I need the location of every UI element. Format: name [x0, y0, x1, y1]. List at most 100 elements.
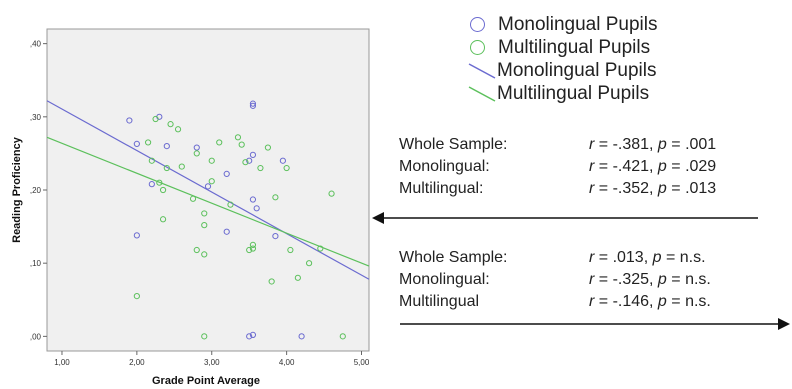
- y-tick-label: ,10: [30, 259, 42, 268]
- data-point: [193, 144, 200, 151]
- data-point: [253, 205, 260, 212]
- data-point: [234, 134, 242, 141]
- x-tick-label: 5,00: [354, 358, 370, 367]
- legend-label: Multilingual Pupils: [497, 83, 650, 104]
- stats-label: Multilingual: [399, 293, 480, 310]
- stats-row: Multilingual r = -.146, p = n.s.: [399, 293, 779, 315]
- data-point: [178, 163, 185, 170]
- stats-value: r = .013, p = n.s.: [589, 249, 706, 266]
- y-axis-label: Reading Proficiency: [11, 136, 23, 243]
- axes: 1,00 2,00 3,00 4,00 5,00 ,00 ,10 ,20 ,30 ,40: [30, 40, 370, 367]
- stats-label: Monolingual:: [399, 271, 490, 288]
- stats-value: r = -.421, p = .029: [589, 158, 717, 175]
- data-point: [242, 159, 249, 166]
- data-point: [201, 251, 208, 258]
- stats-value: r = -.325, p = n.s.: [589, 271, 711, 288]
- stats-label: Whole Sample:: [399, 136, 508, 153]
- data-point: [328, 190, 335, 197]
- data-point: [339, 333, 346, 340]
- data-point: [201, 333, 208, 340]
- data-point: [249, 196, 257, 203]
- stats-label: Monolingual:: [399, 158, 490, 175]
- legend-label: Multilingual Pupils: [498, 37, 651, 58]
- data-point: [249, 151, 257, 158]
- data-point: [287, 246, 294, 254]
- data-point: [133, 232, 140, 239]
- data-point: [257, 164, 264, 172]
- x-tick-label: 2,00: [129, 358, 145, 367]
- data-point: [246, 333, 253, 340]
- legend-circle-icon: [470, 40, 485, 55]
- data-point: [298, 333, 305, 340]
- data-point: [305, 260, 313, 267]
- left-arrow: [372, 212, 758, 224]
- data-point: [193, 150, 200, 157]
- right-arrow: [400, 318, 790, 330]
- data-point: [279, 157, 286, 164]
- data-point: [144, 139, 152, 146]
- data-point: [159, 216, 167, 223]
- legend-label: Monolingual Pupils: [498, 14, 658, 35]
- data-point: [193, 246, 200, 254]
- data-point: [272, 194, 279, 201]
- data-point: [249, 331, 257, 338]
- data-point: [317, 245, 324, 252]
- legend-label: Monolingual Pupils: [497, 60, 657, 81]
- data-point: [264, 144, 272, 151]
- data-point: [189, 195, 197, 202]
- data-point: [148, 181, 155, 188]
- stats-value: r = -.146, p = n.s.: [589, 293, 711, 310]
- data-point: [208, 178, 215, 185]
- stats-row: Multilingual: r = -.352, p = .013: [399, 180, 779, 202]
- data-point: [163, 164, 170, 172]
- data-point: [283, 164, 290, 172]
- data-point: [223, 228, 230, 235]
- data-point: [249, 241, 257, 248]
- data-point: [152, 115, 159, 123]
- stats-value: r = -.381, p = .001: [589, 136, 717, 153]
- data-point: [156, 179, 163, 186]
- data-point: [204, 183, 212, 190]
- data-point: [294, 274, 301, 281]
- data-point: [201, 222, 208, 229]
- scatter-plot: 1,00 2,00 3,00 4,00 5,00 ,00 ,10 ,20 ,30 ,40 Grad…: [11, 28, 370, 387]
- data-point: [174, 126, 182, 133]
- legend-line-icon: [468, 62, 496, 87]
- data-point: [208, 157, 215, 164]
- data-point: [249, 102, 257, 109]
- stats-bottom-block: Whole Sample: r = .013, p = n.s. Monolingu…: [399, 249, 779, 315]
- fit-lines: [46, 100, 370, 280]
- data-point: [159, 186, 167, 194]
- stats-row: Whole Sample: r = -.381, p = .001: [399, 136, 779, 158]
- data-point: [163, 142, 170, 150]
- data-point: [238, 141, 245, 148]
- data-point: [249, 245, 257, 252]
- data-point: [246, 157, 253, 164]
- data-point: [216, 139, 223, 146]
- stats-row: Monolingual: r = -.325, p = n.s.: [399, 271, 779, 293]
- data-point: [249, 100, 257, 107]
- y-tick-label: ,00: [30, 332, 42, 341]
- x-tick-label: 3,00: [204, 358, 220, 367]
- fit-line: [46, 136, 370, 267]
- y-tick-label: ,30: [30, 113, 42, 122]
- legend-line-icon: [468, 85, 496, 110]
- data-point: [167, 121, 174, 128]
- y-tick-label: ,20: [30, 186, 42, 195]
- data-point: [268, 278, 275, 285]
- stats-top-block: Whole Sample: r = -.381, p = .001 Monoling…: [399, 136, 779, 202]
- legend-circle-icon: [470, 17, 485, 32]
- y-tick-label: ,40: [30, 40, 42, 49]
- x-axis-label: Grade Point Average: [152, 375, 260, 387]
- stats-label: Whole Sample:: [399, 249, 508, 266]
- fit-line: [46, 100, 370, 280]
- data-point: [201, 210, 208, 217]
- stats-value: r = -.352, p = .013: [589, 180, 717, 197]
- data-point: [272, 233, 279, 240]
- data-point: [148, 157, 155, 164]
- data-point: [227, 201, 234, 208]
- data-point: [133, 140, 140, 147]
- x-tick-label: 4,00: [279, 358, 295, 367]
- data-points: [126, 100, 346, 340]
- data-point: [246, 246, 253, 254]
